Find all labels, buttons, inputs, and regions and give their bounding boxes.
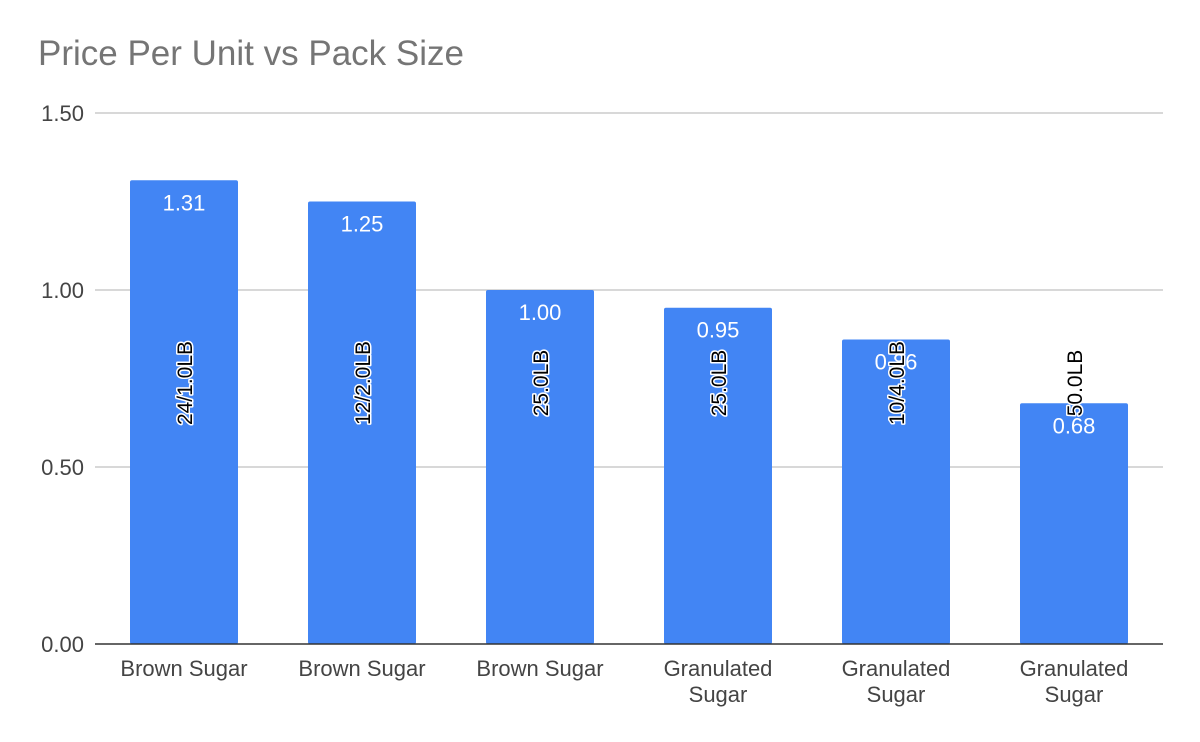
y-tick-label: 0.50 [41,455,84,480]
bar-value-label: 0.68 [1053,413,1096,438]
bar [842,339,950,644]
x-category-label: Sugar [689,682,748,707]
y-tick-label: 1.00 [41,278,84,303]
y-tick-label: 1.50 [41,101,84,126]
bar [308,201,416,644]
bars [130,180,1128,644]
pack-size-label: 50.0LB [1064,350,1087,417]
x-category-label: Granulated [1020,656,1129,681]
x-category-label: Sugar [1045,682,1104,707]
gridlines [95,112,1163,468]
pack-size-label: 25.0LB [708,350,731,417]
bar [130,180,238,644]
bar-value-label: 0.86 [875,350,918,375]
x-category-label: Granulated [842,656,951,681]
x-axis-category-labels: Brown Sugar Brown Sugar Brown Sugar Granula… [120,656,1128,707]
x-category-label: Brown Sugar [476,656,603,681]
bar-value-label: 1.00 [519,300,562,325]
x-category-label: Brown Sugar [298,656,425,681]
bar [664,307,772,644]
pack-size-label: 10/4.0LB [886,341,909,425]
bar-value-label: 1.25 [341,212,384,237]
x-category-label: Granulated [664,656,773,681]
pack-size-label: 12/2.0LB [352,341,375,425]
bar [486,290,594,644]
pack-size-label: 25.0LB [530,350,553,417]
y-tick-label: 0.00 [41,632,84,657]
value-labels: 1.31 1.25 1.00 0.95 0.86 0.68 [163,190,1096,438]
y-axis-tick-labels: 0.00 0.50 1.00 1.50 [41,101,84,657]
x-category-label: Brown Sugar [120,656,247,681]
pack-size-label: 24/1.0LB [174,341,197,425]
bar [1020,403,1128,644]
chart-title: Price Per Unit vs Pack Size [38,34,464,73]
bar-value-label: 0.95 [697,318,740,343]
bar-value-label: 1.31 [163,190,206,215]
pack-size-labels: 24/1.0LB 12/2.0LB 25.0LB 25.0LB 10/4.0LB 50.0… [173,339,1089,426]
x-category-label: Sugar [867,682,926,707]
